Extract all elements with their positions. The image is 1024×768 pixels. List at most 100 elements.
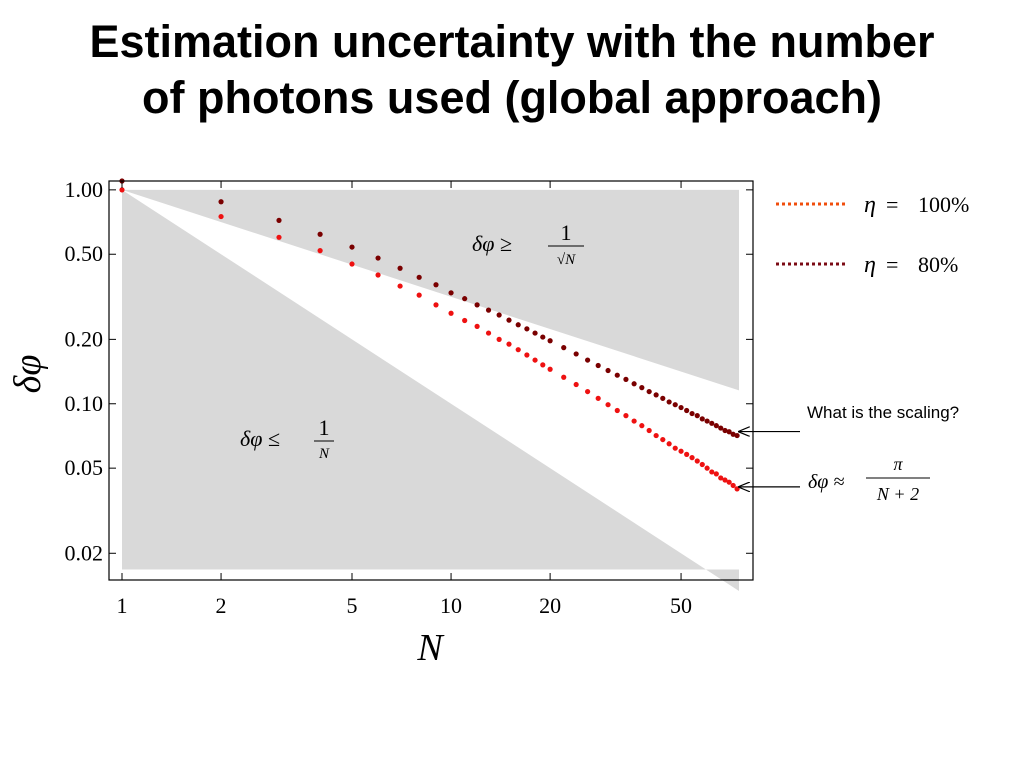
region-above-sqrt-bound <box>122 189 739 391</box>
point-eta-100 <box>631 418 637 424</box>
point-eta-100 <box>317 248 323 254</box>
axis-ticks: 1 2 5 10 20 50 1.00 0.50 0.20 0.10 0.05 0.02 <box>65 177 753 618</box>
point-eta-100 <box>623 413 629 419</box>
legend: η = 100% η = 80% <box>776 192 969 278</box>
point-eta-80 <box>672 402 678 408</box>
point-eta-100 <box>653 432 659 439</box>
point-eta-100 <box>684 451 690 457</box>
title-line-2: of photons used (global approach) <box>142 72 882 123</box>
point-eta-100 <box>672 445 678 451</box>
y-tick-label: 0.10 <box>65 391 104 416</box>
point-eta-100 <box>639 423 645 429</box>
point-eta-80 <box>730 431 736 437</box>
approx-lhs: δφ ≈ <box>808 471 844 493</box>
bound-regions <box>122 189 739 591</box>
point-eta-100 <box>375 272 381 278</box>
y-axis-label: δφ <box>7 355 49 394</box>
point-eta-100 <box>704 465 710 471</box>
point-eta-100 <box>694 458 700 464</box>
region-label-upper-num: 1 <box>561 220 572 245</box>
point-eta-100 <box>547 366 553 372</box>
region-label-lower-den: N <box>318 446 330 462</box>
point-eta-100 <box>397 283 403 289</box>
point-eta-100 <box>524 352 530 358</box>
point-eta-80 <box>276 217 282 223</box>
point-eta-80 <box>375 255 381 261</box>
legend-eta-100: η <box>864 192 876 218</box>
x-tick-label: 10 <box>440 593 462 618</box>
point-eta-100 <box>666 441 672 447</box>
point-eta-80 <box>694 413 700 419</box>
point-eta-80 <box>614 372 620 378</box>
point-eta-100 <box>730 482 736 489</box>
point-eta-80 <box>524 326 530 332</box>
point-eta-100 <box>646 427 652 434</box>
data-points <box>119 178 740 492</box>
point-eta-80 <box>349 244 355 250</box>
point-eta-80 <box>639 385 645 391</box>
point-eta-80 <box>653 392 659 398</box>
region-below-heisenberg-bound <box>122 189 739 591</box>
approx-den: N + 2 <box>876 484 919 504</box>
point-eta-80 <box>448 290 454 296</box>
point-eta-100 <box>506 341 512 347</box>
y-tick-label: 1.00 <box>65 177 104 202</box>
point-eta-80 <box>605 367 611 374</box>
y-tick-label: 0.05 <box>65 455 104 480</box>
point-eta-100 <box>726 479 732 485</box>
point-eta-100 <box>496 336 502 342</box>
region-label-lower-lhs: δφ ≤ <box>240 426 280 451</box>
point-eta-80 <box>515 322 521 328</box>
point-eta-80 <box>462 296 468 302</box>
point-eta-80 <box>433 282 439 288</box>
point-eta-100 <box>689 455 695 461</box>
point-eta-100 <box>709 469 715 475</box>
legend-value-80: 80% <box>918 252 958 277</box>
point-eta-100 <box>734 486 740 492</box>
point-eta-100 <box>595 395 601 401</box>
point-eta-80 <box>397 265 403 271</box>
point-eta-80 <box>561 345 567 351</box>
point-eta-80 <box>666 399 672 405</box>
y-tick-label: 0.50 <box>65 241 104 266</box>
point-eta-100 <box>678 448 684 454</box>
legend-eta-80: η <box>864 252 876 278</box>
region-label-upper: δφ ≥ 1 √N <box>472 220 584 268</box>
point-eta-100 <box>561 374 567 380</box>
point-eta-100 <box>276 234 282 240</box>
point-eta-80 <box>713 423 719 429</box>
point-eta-80 <box>718 425 724 431</box>
region-label-lower: δφ ≤ 1 N <box>240 415 334 462</box>
point-eta-100 <box>573 381 579 388</box>
point-eta-80 <box>573 351 579 357</box>
legend-eq-80: = <box>886 252 898 277</box>
annotation-approx-formula: δφ ≈ π N + 2 <box>808 454 930 504</box>
point-eta-80 <box>317 231 323 237</box>
x-tick-label: 50 <box>670 593 692 618</box>
point-eta-100 <box>605 402 611 408</box>
point-eta-80 <box>474 302 480 308</box>
point-eta-100 <box>416 292 422 298</box>
point-eta-80 <box>218 199 224 205</box>
legend-entry-80: η = 80% <box>776 252 958 278</box>
title-line-1: Estimation uncertainty with the number <box>89 16 935 67</box>
point-eta-80 <box>704 418 710 424</box>
legend-eq-100: = <box>886 192 898 217</box>
annotation-scaling-question: What is the scaling? <box>807 403 960 422</box>
point-eta-80 <box>623 376 629 382</box>
point-eta-80 <box>540 334 546 340</box>
point-eta-80 <box>726 429 732 435</box>
y-tick-label: 0.02 <box>65 540 104 565</box>
point-eta-100 <box>485 330 492 336</box>
x-tick-label: 2 <box>216 593 227 618</box>
point-eta-80 <box>660 395 666 401</box>
x-tick-label: 20 <box>539 593 561 618</box>
point-eta-100 <box>448 310 454 316</box>
point-eta-100 <box>474 323 480 329</box>
point-eta-80 <box>585 357 591 363</box>
legend-entry-100: η = 100% <box>776 192 969 218</box>
slide-title: Estimation uncertainty with the number o… <box>10 14 1014 126</box>
point-eta-80 <box>722 427 728 434</box>
point-eta-100 <box>722 477 728 483</box>
